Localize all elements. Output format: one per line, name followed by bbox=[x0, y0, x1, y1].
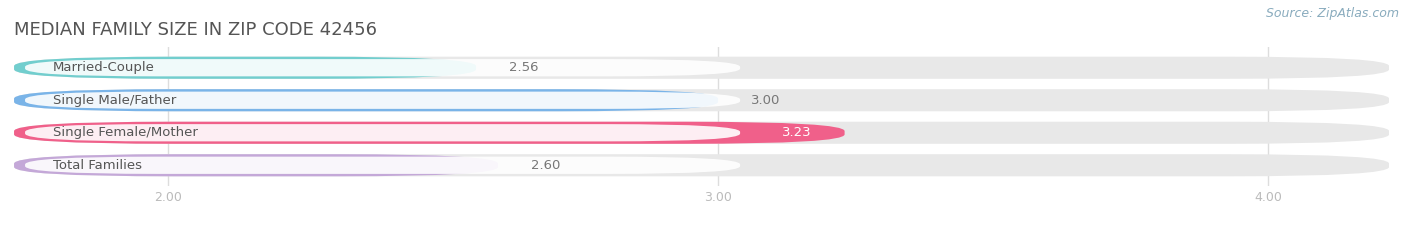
FancyBboxPatch shape bbox=[25, 59, 740, 76]
Text: 3.23: 3.23 bbox=[782, 126, 811, 139]
Text: 3.00: 3.00 bbox=[751, 94, 780, 107]
Text: 2.56: 2.56 bbox=[509, 61, 538, 74]
FancyBboxPatch shape bbox=[25, 92, 740, 109]
FancyBboxPatch shape bbox=[25, 124, 740, 141]
Text: Single Female/Mother: Single Female/Mother bbox=[52, 126, 197, 139]
Text: Single Male/Father: Single Male/Father bbox=[52, 94, 176, 107]
Text: Married-Couple: Married-Couple bbox=[52, 61, 155, 74]
FancyBboxPatch shape bbox=[14, 57, 477, 79]
FancyBboxPatch shape bbox=[14, 89, 1389, 111]
FancyBboxPatch shape bbox=[14, 122, 845, 144]
Text: MEDIAN FAMILY SIZE IN ZIP CODE 42456: MEDIAN FAMILY SIZE IN ZIP CODE 42456 bbox=[14, 21, 377, 39]
Text: 2.60: 2.60 bbox=[531, 159, 561, 172]
FancyBboxPatch shape bbox=[14, 57, 1389, 79]
FancyBboxPatch shape bbox=[14, 122, 1389, 144]
Text: Source: ZipAtlas.com: Source: ZipAtlas.com bbox=[1265, 7, 1399, 20]
FancyBboxPatch shape bbox=[14, 89, 718, 111]
FancyBboxPatch shape bbox=[25, 157, 740, 174]
FancyBboxPatch shape bbox=[14, 154, 1389, 176]
FancyBboxPatch shape bbox=[14, 154, 498, 176]
Text: Total Families: Total Families bbox=[52, 159, 142, 172]
